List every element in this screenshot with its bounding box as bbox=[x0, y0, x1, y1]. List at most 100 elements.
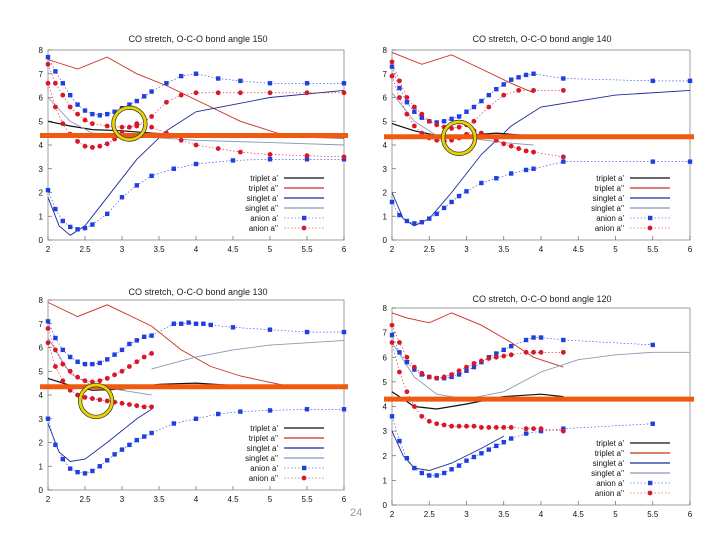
anion-square-point bbox=[60, 347, 65, 353]
anion-square-point bbox=[412, 109, 417, 114]
anion-square-point bbox=[134, 183, 139, 188]
anion-square-point bbox=[186, 320, 191, 325]
anion-square-point bbox=[105, 357, 110, 362]
y-tick-label: 6 bbox=[383, 353, 388, 362]
anion-dot-point bbox=[75, 139, 80, 144]
anion-dot-point bbox=[104, 123, 110, 129]
anion-dot-point bbox=[411, 123, 417, 129]
legend-label: singlet a' bbox=[593, 194, 625, 203]
anion-square-point bbox=[456, 372, 462, 377]
series-connector bbox=[391, 416, 653, 476]
anion-dot-point bbox=[493, 354, 499, 360]
anion-dot-point bbox=[53, 80, 58, 86]
anion-dot-point bbox=[456, 423, 462, 429]
anion-dot-point bbox=[60, 361, 66, 367]
legend-label: triplet a'' bbox=[595, 449, 625, 458]
x-tick-label: 4.5 bbox=[227, 495, 239, 504]
anion-dot-point bbox=[341, 154, 347, 160]
anion-square-point bbox=[127, 341, 132, 347]
anion-dot-point bbox=[523, 148, 529, 154]
y-tick-label: 7 bbox=[383, 70, 388, 79]
anion-square-point bbox=[650, 159, 655, 164]
anion-square-point bbox=[75, 359, 80, 364]
y-tick-label: 7 bbox=[39, 320, 44, 329]
anion-square-point bbox=[479, 180, 484, 186]
anion-dot-point bbox=[404, 95, 410, 100]
anion-dot-point bbox=[75, 374, 80, 380]
x-tick-label: 4.5 bbox=[573, 510, 585, 519]
anion-dot-point bbox=[441, 374, 447, 380]
anion-square-point bbox=[179, 73, 184, 79]
anion-dot-point bbox=[538, 349, 544, 355]
anion-square-point bbox=[171, 321, 176, 326]
anion-dot-point bbox=[141, 404, 147, 410]
x-tick-label: 3 bbox=[120, 245, 125, 254]
anion-square-point bbox=[397, 350, 402, 355]
anion-square-point bbox=[149, 430, 154, 436]
anion-square-point bbox=[509, 171, 514, 176]
anion-square-point bbox=[127, 442, 132, 448]
anion-dot-point bbox=[149, 351, 155, 356]
y-tick-label: 1 bbox=[383, 212, 388, 221]
anion-square-point bbox=[164, 81, 169, 86]
legend-swatch-square bbox=[302, 465, 307, 471]
anion-square-point bbox=[471, 454, 477, 460]
x-tick-label: 2 bbox=[46, 495, 51, 504]
x-tick-label: 3 bbox=[120, 495, 125, 504]
anion-square-point bbox=[304, 81, 310, 86]
anion-square-point bbox=[134, 338, 139, 343]
anion-square-point bbox=[341, 329, 347, 335]
x-tick-label: 5.5 bbox=[301, 495, 313, 504]
anion-dot-point bbox=[501, 425, 507, 430]
anion-dot-point bbox=[45, 340, 51, 346]
anion-square-point bbox=[412, 465, 417, 471]
anion-dot-point bbox=[426, 374, 432, 380]
anion-dot-point bbox=[479, 425, 484, 430]
legend-label: anion a'' bbox=[249, 474, 279, 483]
x-tick-label: 2.5 bbox=[79, 245, 91, 254]
anion-dot-point bbox=[164, 99, 169, 105]
y-tick-label: 7 bbox=[383, 329, 388, 338]
anion-dot-point bbox=[134, 403, 140, 409]
anion-square-point bbox=[427, 216, 432, 221]
anion-dot-point bbox=[523, 426, 529, 432]
anion-square-point bbox=[216, 76, 221, 81]
anion-dot-point bbox=[449, 125, 454, 131]
anion-square-point bbox=[516, 75, 521, 80]
anion-square-point bbox=[464, 368, 469, 373]
x-tick-label: 5 bbox=[268, 245, 273, 254]
anion-square-point bbox=[434, 211, 439, 217]
x-tick-label: 4 bbox=[194, 495, 199, 504]
anion-square-point bbox=[90, 468, 95, 474]
anion-square-point bbox=[449, 199, 454, 205]
x-tick-label: 4.5 bbox=[573, 245, 585, 254]
series-connector bbox=[391, 334, 653, 379]
anion-square-point bbox=[97, 464, 102, 469]
anion-square-point bbox=[561, 159, 566, 164]
anion-square-point bbox=[82, 108, 88, 113]
anion-dot-point bbox=[434, 122, 440, 128]
legend-label: anion a'' bbox=[595, 224, 625, 233]
anion-dot-point bbox=[434, 375, 440, 381]
x-tick-label: 3.5 bbox=[498, 245, 510, 254]
chart-title: CO stretch, O-C-O bond angle 130 bbox=[128, 287, 267, 297]
anion-dot-point bbox=[404, 389, 410, 395]
anion-square-point bbox=[112, 452, 117, 457]
y-tick-label: 8 bbox=[383, 304, 388, 313]
anion-square-point bbox=[427, 473, 432, 478]
chart-panel-bottom-right: CO stretch, O-C-O bond angle 120 2 2.5 3 3.… bbox=[383, 294, 694, 519]
anion-square-point bbox=[171, 421, 176, 426]
highlight-circle bbox=[111, 106, 147, 142]
anion-dot-point bbox=[119, 368, 125, 374]
anion-square-point bbox=[238, 78, 243, 84]
highlight-circle bbox=[78, 383, 114, 419]
anion-square-point bbox=[509, 436, 514, 441]
legend-label: singlet a'' bbox=[591, 469, 624, 478]
series-line bbox=[47, 56, 285, 136]
anion-dot-point bbox=[149, 124, 155, 130]
anion-square-point bbox=[201, 321, 206, 326]
anion-square-point bbox=[456, 114, 462, 119]
anion-square-point bbox=[397, 85, 402, 91]
anion-square-point bbox=[561, 426, 566, 431]
anion-dot-point bbox=[341, 90, 347, 96]
